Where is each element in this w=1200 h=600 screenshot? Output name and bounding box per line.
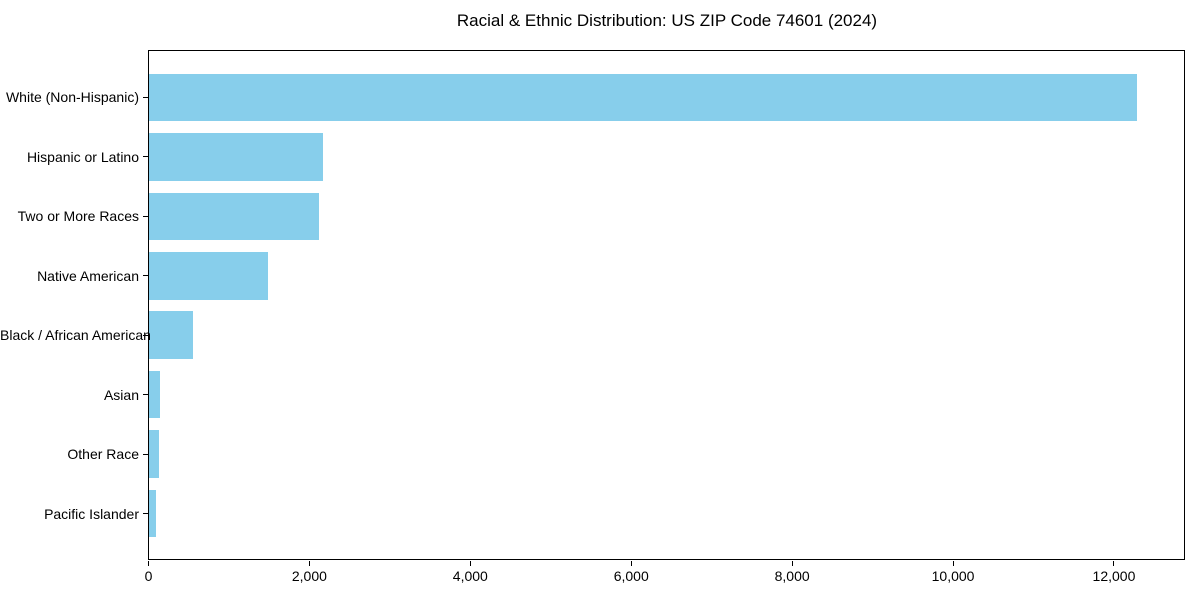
x-axis-tick-label: 2,000: [291, 567, 327, 584]
bar: [148, 489, 156, 538]
x-tick-mark: [148, 560, 149, 566]
x-axis-tick-label: 6,000: [613, 567, 649, 584]
x-tick-mark: [469, 560, 471, 566]
y-tick-mark: [143, 394, 148, 396]
bar: [148, 252, 268, 300]
bar: [148, 73, 1137, 122]
y-tick-mark: [143, 96, 148, 98]
x-tick-mark: [308, 560, 310, 566]
x-tick-mark: [791, 560, 793, 566]
x-axis-tick-label: 4,000: [452, 567, 488, 584]
x-axis-tick-label: 0: [144, 567, 153, 584]
y-tick-mark: [143, 275, 148, 277]
y-tick-mark: [143, 215, 148, 217]
y-tick-mark: [143, 334, 148, 336]
y-axis-label: Two or More Races: [17, 208, 139, 225]
y-axis-label: Asian: [103, 386, 139, 403]
y-axis-label: Black / African American: [0, 327, 151, 344]
bar: [148, 133, 324, 181]
y-axis-label: Native American: [37, 267, 139, 284]
bar: [148, 311, 194, 359]
y-axis-label: White (Non-Hispanic): [5, 89, 139, 106]
x-axis-tick-label: 12,000: [1092, 567, 1136, 584]
chart-title: Racial & Ethnic Distribution: US ZIP Cod…: [456, 11, 878, 30]
plot-area: [148, 50, 1185, 560]
bar: [148, 192, 320, 241]
x-tick-mark: [1113, 560, 1115, 566]
x-axis-tick-label: 10,000: [931, 567, 975, 584]
y-axis-label: Pacific Islander: [44, 505, 139, 522]
y-tick-mark: [143, 156, 148, 158]
bar: [148, 430, 159, 478]
y-tick-mark: [143, 513, 148, 515]
x-axis-tick-label: 8,000: [774, 567, 810, 584]
y-tick-mark: [143, 453, 148, 455]
x-tick-mark: [630, 560, 632, 566]
bar: [148, 370, 160, 419]
y-axis-label: Hispanic or Latino: [26, 148, 139, 165]
x-tick-mark: [952, 560, 954, 566]
y-axis-label: Other Race: [67, 446, 139, 463]
